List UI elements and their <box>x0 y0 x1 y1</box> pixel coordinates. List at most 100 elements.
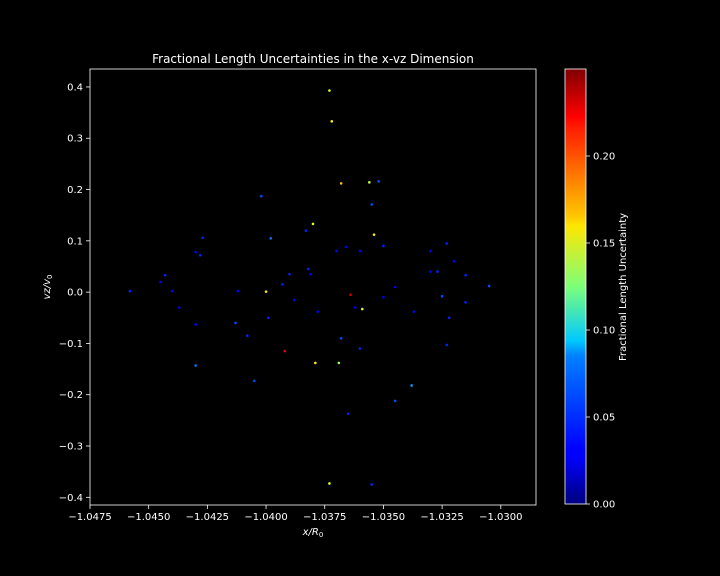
colorbar-tick-label: 0.00 <box>593 500 615 511</box>
data-point <box>344 245 348 249</box>
x-tick-label: −1.0425 <box>186 512 229 523</box>
data-point <box>464 273 467 277</box>
data-point <box>445 242 449 245</box>
data-point <box>452 260 456 263</box>
data-point <box>360 307 364 311</box>
data-point <box>267 316 270 320</box>
data-point <box>370 483 373 486</box>
colorbar-tick-label: 0.05 <box>593 413 615 424</box>
data-point <box>429 270 432 273</box>
colorbar-tick-label: 0.15 <box>593 239 615 250</box>
data-point <box>358 347 362 350</box>
data-point <box>309 272 312 276</box>
x-axis-label-subscript: 0 <box>319 531 323 539</box>
data-point <box>260 194 263 198</box>
data-point <box>353 306 357 309</box>
data-point <box>393 285 397 289</box>
plot-area <box>89 68 537 506</box>
data-point <box>264 290 268 293</box>
x-tick-label: −1.0450 <box>127 512 170 523</box>
y-tick-label: −0.2 <box>59 390 83 401</box>
data-point <box>159 280 162 284</box>
data-point <box>436 270 439 273</box>
data-point <box>201 236 204 240</box>
y-axis-label-main: vz/v <box>42 278 53 300</box>
y-tick-label: 0.1 <box>67 236 83 247</box>
data-point <box>311 222 315 226</box>
x-tick-label: −1.0325 <box>420 512 463 523</box>
data-point <box>429 249 432 253</box>
data-point <box>382 295 385 299</box>
data-point <box>170 289 174 293</box>
data-point <box>464 301 467 304</box>
colorbar-label: Fractional Length Uncertainty <box>618 213 629 361</box>
data-point <box>346 412 350 415</box>
data-point <box>382 244 385 248</box>
y-tick-label: 0.2 <box>67 185 83 196</box>
colorbar-ticks: 0.00 0.05 0.10 0.15 0.20 <box>586 152 615 511</box>
data-point <box>370 203 373 206</box>
colorbar-tick-label: 0.10 <box>593 326 615 337</box>
data-point <box>177 306 181 309</box>
colorbar-tick-label: 0.20 <box>593 152 615 163</box>
data-point <box>288 272 291 276</box>
y-axis-ticks: 0.4 0.3 0.2 0.1 0.0 −0.1 −0.2 −0.3 −0.4 <box>59 82 90 504</box>
data-point <box>330 120 334 123</box>
data-point <box>236 289 240 293</box>
x-tick-label: −1.0375 <box>303 512 346 523</box>
y-tick-label: 0.3 <box>67 134 83 145</box>
y-tick-label: −0.3 <box>59 442 83 453</box>
data-point <box>410 384 413 387</box>
data-point <box>368 181 371 184</box>
data-point <box>412 310 416 313</box>
data-point <box>199 253 202 257</box>
data-point <box>377 180 381 183</box>
data-point <box>440 294 444 298</box>
data-point <box>269 236 273 240</box>
y-tick-label: −0.1 <box>59 339 83 350</box>
data-point <box>349 293 352 296</box>
data-point <box>335 249 338 253</box>
y-tick-label: −0.4 <box>59 493 83 504</box>
data-point <box>194 323 197 326</box>
data-point <box>234 321 237 325</box>
data-point <box>337 361 341 365</box>
y-axis-label: vz/v0 <box>42 275 54 300</box>
x-tick-label: −1.0350 <box>362 512 405 523</box>
data-point <box>372 233 376 236</box>
data-point <box>163 273 167 277</box>
data-point <box>194 364 197 367</box>
data-point <box>445 343 449 347</box>
colorbar <box>564 68 587 505</box>
data-point <box>358 249 362 253</box>
data-point <box>314 361 317 365</box>
scatter-points <box>128 89 491 486</box>
data-point <box>281 283 284 286</box>
x-axis-ticks: −1.0475 −1.0450 −1.0425 −1.0400 −1.0375 −1.03… <box>68 505 522 523</box>
data-point <box>487 284 491 288</box>
data-point <box>339 336 343 340</box>
x-axis-label: x/R0 <box>302 527 324 539</box>
data-point <box>245 334 249 338</box>
data-point <box>328 482 331 485</box>
x-tick-label: −1.0475 <box>68 512 111 523</box>
y-axis-label-subscript: 0 <box>46 275 54 279</box>
x-tick-label: −1.0300 <box>479 512 522 523</box>
data-point <box>292 298 296 302</box>
x-axis-label-main: x/R <box>302 527 319 538</box>
y-tick-label: 0.0 <box>67 288 83 299</box>
data-point <box>253 379 256 383</box>
y-tick-label: 0.4 <box>67 82 83 93</box>
data-point <box>328 89 331 92</box>
data-point <box>304 229 308 232</box>
data-point <box>283 349 287 353</box>
data-point <box>316 310 319 313</box>
data-point <box>339 182 343 185</box>
data-point <box>128 289 132 293</box>
chart-title: Fractional Length Uncertainties in the x… <box>152 52 474 66</box>
data-point <box>194 250 197 254</box>
data-point <box>447 316 451 320</box>
x-tick-label: −1.0400 <box>244 512 287 523</box>
data-point <box>307 267 310 271</box>
